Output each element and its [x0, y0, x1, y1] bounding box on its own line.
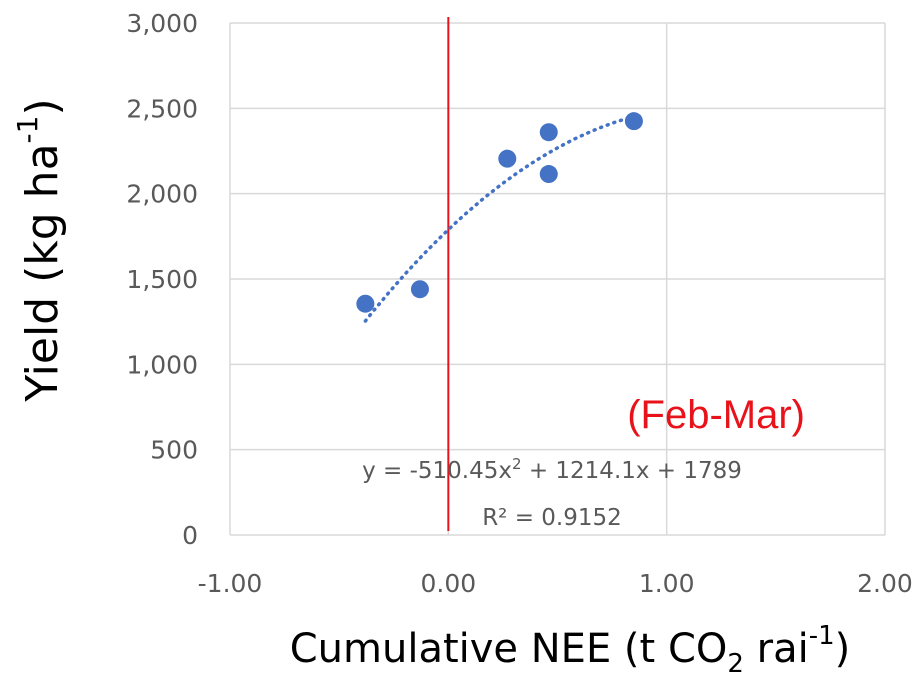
trendline-layer: [365, 117, 634, 322]
r-squared-label: R² = 0.9152: [482, 505, 622, 531]
x-tick-label: 0.00: [420, 569, 476, 598]
y-tick-labels: 0 500 1,000 1,500 2,000 2,500 3,000: [126, 9, 198, 550]
y-tick-label: 1,000: [126, 350, 198, 379]
y-tick-label: 500: [150, 436, 198, 465]
data-point: [356, 295, 374, 313]
data-point: [540, 123, 558, 141]
data-point: [411, 280, 429, 298]
points-layer: [356, 112, 643, 313]
data-point: [625, 112, 643, 130]
x-tick-label: 2.00: [857, 569, 913, 598]
y-tick-label: 1,500: [126, 265, 198, 294]
x-tick-labels: -1.00 0.00 1.00 2.00: [198, 569, 913, 598]
y-tick-label: 2,000: [126, 180, 198, 209]
x-tick-label: -1.00: [198, 569, 263, 598]
x-axis-title: Cumulative NEE (t CO2 rai-1): [290, 621, 851, 675]
y-axis-title: Yield (kg ha-1): [11, 98, 68, 402]
y-tick-label: 2,500: [126, 94, 198, 123]
period-annotation: (Feb-Mar): [627, 393, 805, 437]
data-point: [498, 150, 516, 168]
data-point: [540, 165, 558, 183]
x-tick-label: 1.00: [639, 569, 695, 598]
polynomial-trendline: [365, 117, 634, 322]
equation-label: y = -510.45x2 + 1214.1x + 1789: [362, 455, 742, 484]
y-tick-label: 0: [182, 521, 198, 550]
y-tick-label: 3,000: [126, 9, 198, 38]
